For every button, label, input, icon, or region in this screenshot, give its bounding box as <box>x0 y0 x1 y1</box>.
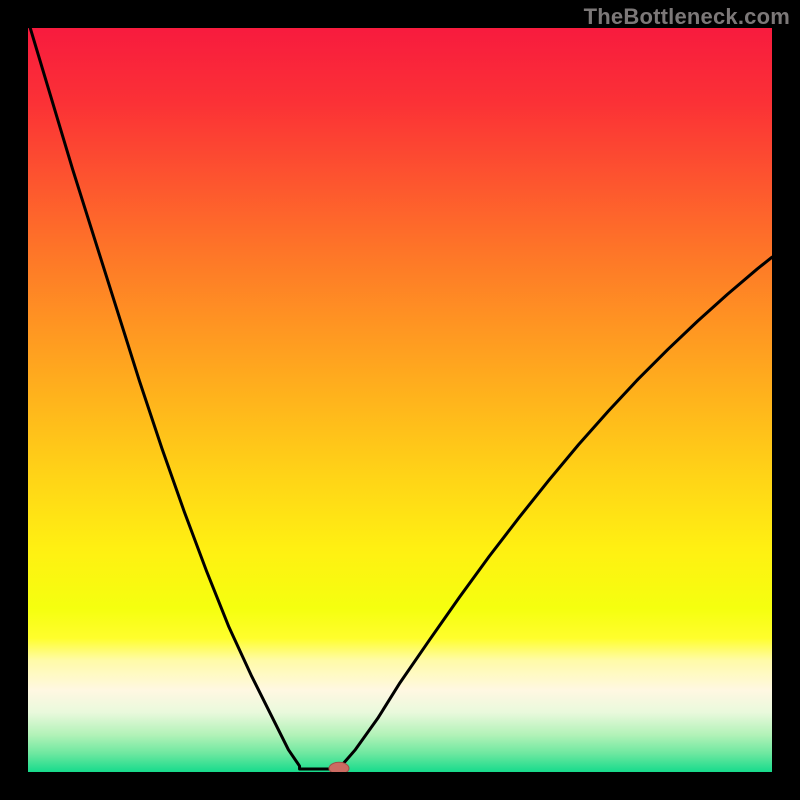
bottleneck-chart <box>28 28 772 772</box>
gradient-background <box>28 28 772 772</box>
watermark-text: TheBottleneck.com <box>584 4 790 30</box>
outer-frame: TheBottleneck.com <box>0 0 800 800</box>
optimal-point-marker <box>329 762 349 772</box>
